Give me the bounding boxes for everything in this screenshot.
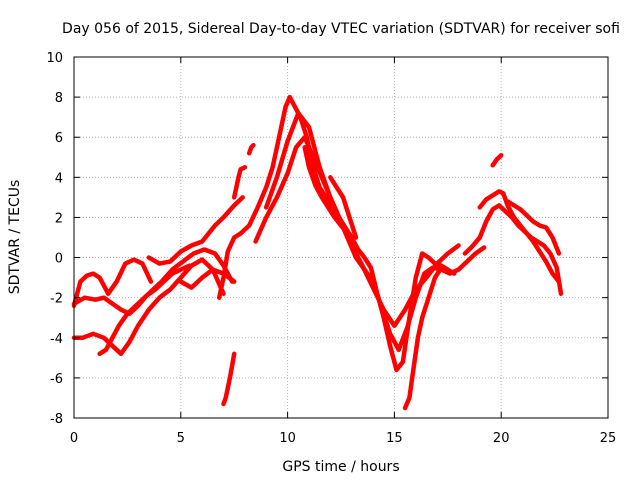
grid-lines bbox=[74, 57, 608, 418]
data-series bbox=[71, 94, 564, 411]
series-track-5 bbox=[146, 195, 245, 266]
series-track-15 bbox=[246, 142, 256, 156]
x-axis-label: GPS time / hours bbox=[282, 459, 399, 475]
series-track-13 bbox=[505, 199, 562, 256]
series-track-17 bbox=[221, 351, 237, 407]
x-tick-label: 20 bbox=[493, 431, 510, 446]
y-tick-label: 10 bbox=[46, 51, 63, 66]
y-tick-labels: -8 -6 -4 -2 0 2 4 6 8 10 bbox=[46, 51, 63, 427]
x-tick-label: 5 bbox=[177, 431, 185, 446]
series-track-1 bbox=[71, 257, 154, 308]
x-tick-label: 15 bbox=[386, 431, 403, 446]
y-tick-label: 4 bbox=[55, 171, 63, 186]
chart-title: Day 056 of 2015, Sidereal Day-to-day VTE… bbox=[62, 21, 620, 37]
y-tick-label: 8 bbox=[55, 91, 63, 106]
series-track-8 bbox=[253, 134, 487, 353]
tick-marks bbox=[73, 56, 609, 419]
series-track-9 bbox=[263, 110, 461, 328]
y-tick-label: 0 bbox=[55, 252, 63, 267]
x-tick-label: 0 bbox=[70, 431, 78, 446]
y-tick-label: 2 bbox=[55, 211, 63, 226]
series-track-4 bbox=[97, 247, 235, 357]
series-track-3 bbox=[71, 257, 226, 357]
y-tick-label: 6 bbox=[55, 131, 63, 146]
series-track-19 bbox=[328, 175, 359, 240]
x-tick-label: 25 bbox=[600, 431, 617, 446]
series-track-16 bbox=[231, 165, 248, 200]
y-tick-label: -8 bbox=[50, 412, 63, 427]
y-axis-label: SDTVAR / TECUs bbox=[7, 180, 23, 295]
x-tick-label: 10 bbox=[279, 431, 296, 446]
series-track-10 bbox=[402, 265, 444, 411]
plot-frame bbox=[73, 56, 609, 419]
y-tick-label: -6 bbox=[50, 372, 63, 387]
y-tick-label: -4 bbox=[50, 332, 63, 347]
x-tick-labels: 0 5 10 15 20 25 bbox=[70, 431, 616, 446]
y-tick-label: -2 bbox=[50, 292, 63, 307]
series-track-12 bbox=[477, 189, 562, 284]
series-track-18 bbox=[302, 145, 350, 236]
series-track-14 bbox=[490, 153, 504, 168]
